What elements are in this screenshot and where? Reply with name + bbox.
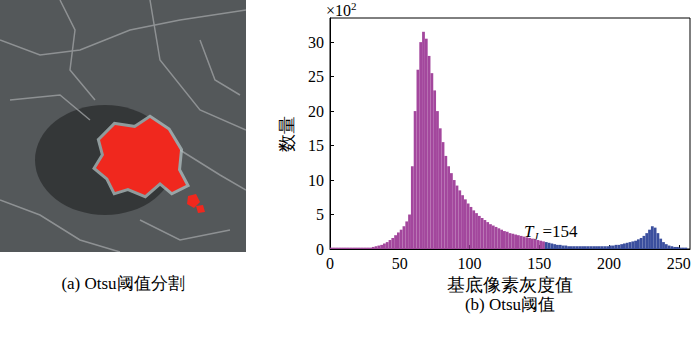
- svg-text:0: 0: [326, 255, 334, 272]
- svg-text:150: 150: [527, 255, 551, 272]
- svg-text:50: 50: [392, 255, 408, 272]
- svg-text:数量: 数量: [277, 116, 297, 152]
- svg-text:=154: =154: [538, 222, 578, 241]
- svg-text:×10: ×10: [326, 2, 351, 19]
- svg-text:25: 25: [308, 68, 324, 85]
- svg-text:250: 250: [667, 255, 691, 272]
- svg-text:30: 30: [308, 34, 324, 51]
- svg-text:10: 10: [308, 172, 324, 189]
- html-text:TJ: TJ: [524, 222, 539, 243]
- svg-text:(b) Otsu阈值: (b) Otsu阈值: [465, 295, 555, 314]
- svg-text:15: 15: [308, 137, 324, 154]
- html-text:(a) Otsu阈值分割: (a) Otsu阈值分割: [61, 274, 185, 293]
- svg-text:5: 5: [316, 206, 324, 223]
- svg-text:20: 20: [308, 103, 324, 120]
- svg-text:200: 200: [597, 255, 621, 272]
- svg-text:2: 2: [351, 0, 357, 12]
- svg-text:基底像素灰度值: 基底像素灰度值: [447, 275, 573, 295]
- svg-text:0: 0: [316, 241, 324, 258]
- svg-text:100: 100: [458, 255, 482, 272]
